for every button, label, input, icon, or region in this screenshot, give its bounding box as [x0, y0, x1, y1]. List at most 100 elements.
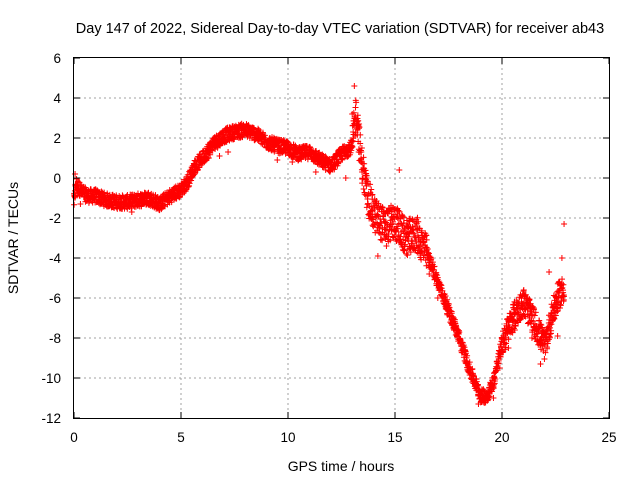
- grid-lines: [74, 58, 609, 418]
- data-point: [370, 216, 377, 223]
- x-axis-label: GPS time / hours: [288, 458, 395, 474]
- data-point: [546, 269, 553, 275]
- data-point: [561, 221, 568, 227]
- data-point: [216, 153, 223, 159]
- data-point: [552, 312, 559, 319]
- data-point: [312, 169, 319, 175]
- data-point: [496, 365, 503, 371]
- data-point: [513, 297, 520, 304]
- data-point: [357, 131, 364, 138]
- data-point: [128, 209, 135, 215]
- data-point: [374, 212, 381, 219]
- data-point: [425, 249, 432, 256]
- data-point: [511, 327, 518, 333]
- data-point: [400, 214, 407, 221]
- data-point: [325, 167, 332, 173]
- y-axis-label: SDTVAR / TECUs: [5, 182, 21, 294]
- y-tick-label: -4: [49, 251, 61, 266]
- data-point: [529, 303, 536, 310]
- data-point: [502, 334, 509, 341]
- data-point: [544, 340, 551, 347]
- data-point: [182, 188, 189, 195]
- data-point: [551, 315, 558, 322]
- data-point: [448, 310, 455, 317]
- data-point: [426, 271, 433, 277]
- data-point: [160, 193, 167, 199]
- data-point: [514, 309, 521, 316]
- data-point: [446, 304, 453, 311]
- y-tick-label: 6: [53, 51, 61, 66]
- data-point: [349, 111, 356, 117]
- data-point: [486, 393, 493, 400]
- data-point: [387, 237, 394, 244]
- data-point: [546, 333, 553, 340]
- data-point: [134, 190, 141, 197]
- data-point: [490, 395, 497, 401]
- data-point: [354, 112, 361, 119]
- data-point: [98, 188, 105, 195]
- data-point: [453, 322, 460, 329]
- data-point: [383, 243, 390, 249]
- data-point: [544, 345, 551, 352]
- data-point: [508, 328, 515, 335]
- data-point: [469, 366, 476, 373]
- data-point: [445, 300, 452, 307]
- y-tick-label: 0: [53, 171, 61, 186]
- data-point: [554, 333, 561, 339]
- data-point: [395, 207, 402, 214]
- data-point: [225, 149, 232, 155]
- data-point: [186, 182, 193, 189]
- data-point: [438, 285, 445, 292]
- data-point: [537, 361, 544, 367]
- data-point: [356, 124, 363, 131]
- data-point: [349, 137, 356, 144]
- data-point: [349, 144, 356, 151]
- data-point: [462, 348, 469, 355]
- data-point: [492, 375, 499, 382]
- data-point: [396, 167, 403, 173]
- data-point: [560, 281, 567, 288]
- data-point: [417, 239, 424, 245]
- data-point: [404, 223, 411, 229]
- data-point: [341, 143, 348, 150]
- data-point: [71, 201, 78, 208]
- data-point: [414, 214, 421, 221]
- data-point: [456, 329, 463, 336]
- x-tick-label: 0: [70, 430, 78, 445]
- data-point: [351, 83, 358, 89]
- data-point: [374, 253, 381, 259]
- y-tick-label: -8: [49, 331, 61, 346]
- data-point: [158, 205, 165, 211]
- data-point: [423, 236, 430, 243]
- y-tick-label: -12: [41, 411, 61, 426]
- data-point: [548, 327, 555, 334]
- data-point: [531, 306, 538, 313]
- data-point: [358, 149, 365, 156]
- data-point: [423, 244, 430, 251]
- data-point: [274, 157, 281, 163]
- data-point: [289, 159, 296, 165]
- data-point: [369, 191, 376, 198]
- data-point: [437, 281, 444, 288]
- data-point: [537, 321, 544, 328]
- data-point: [558, 255, 565, 261]
- data-point: [491, 381, 498, 388]
- x-tick-label: 10: [280, 430, 295, 445]
- data-point: [489, 388, 496, 395]
- x-tick-label: 5: [177, 430, 185, 445]
- data-point: [396, 208, 403, 215]
- data-point: [394, 225, 401, 232]
- data-point: [205, 155, 212, 161]
- data-point: [559, 276, 566, 283]
- data-point: [171, 187, 178, 193]
- data-point: [432, 271, 439, 277]
- data-point: [385, 231, 392, 238]
- data-point: [401, 241, 408, 248]
- data-point: [541, 356, 548, 363]
- data-point: [466, 359, 473, 366]
- data-point: [460, 354, 467, 361]
- data-point: [397, 233, 404, 240]
- data-point: [352, 104, 359, 111]
- data-point: [428, 255, 435, 262]
